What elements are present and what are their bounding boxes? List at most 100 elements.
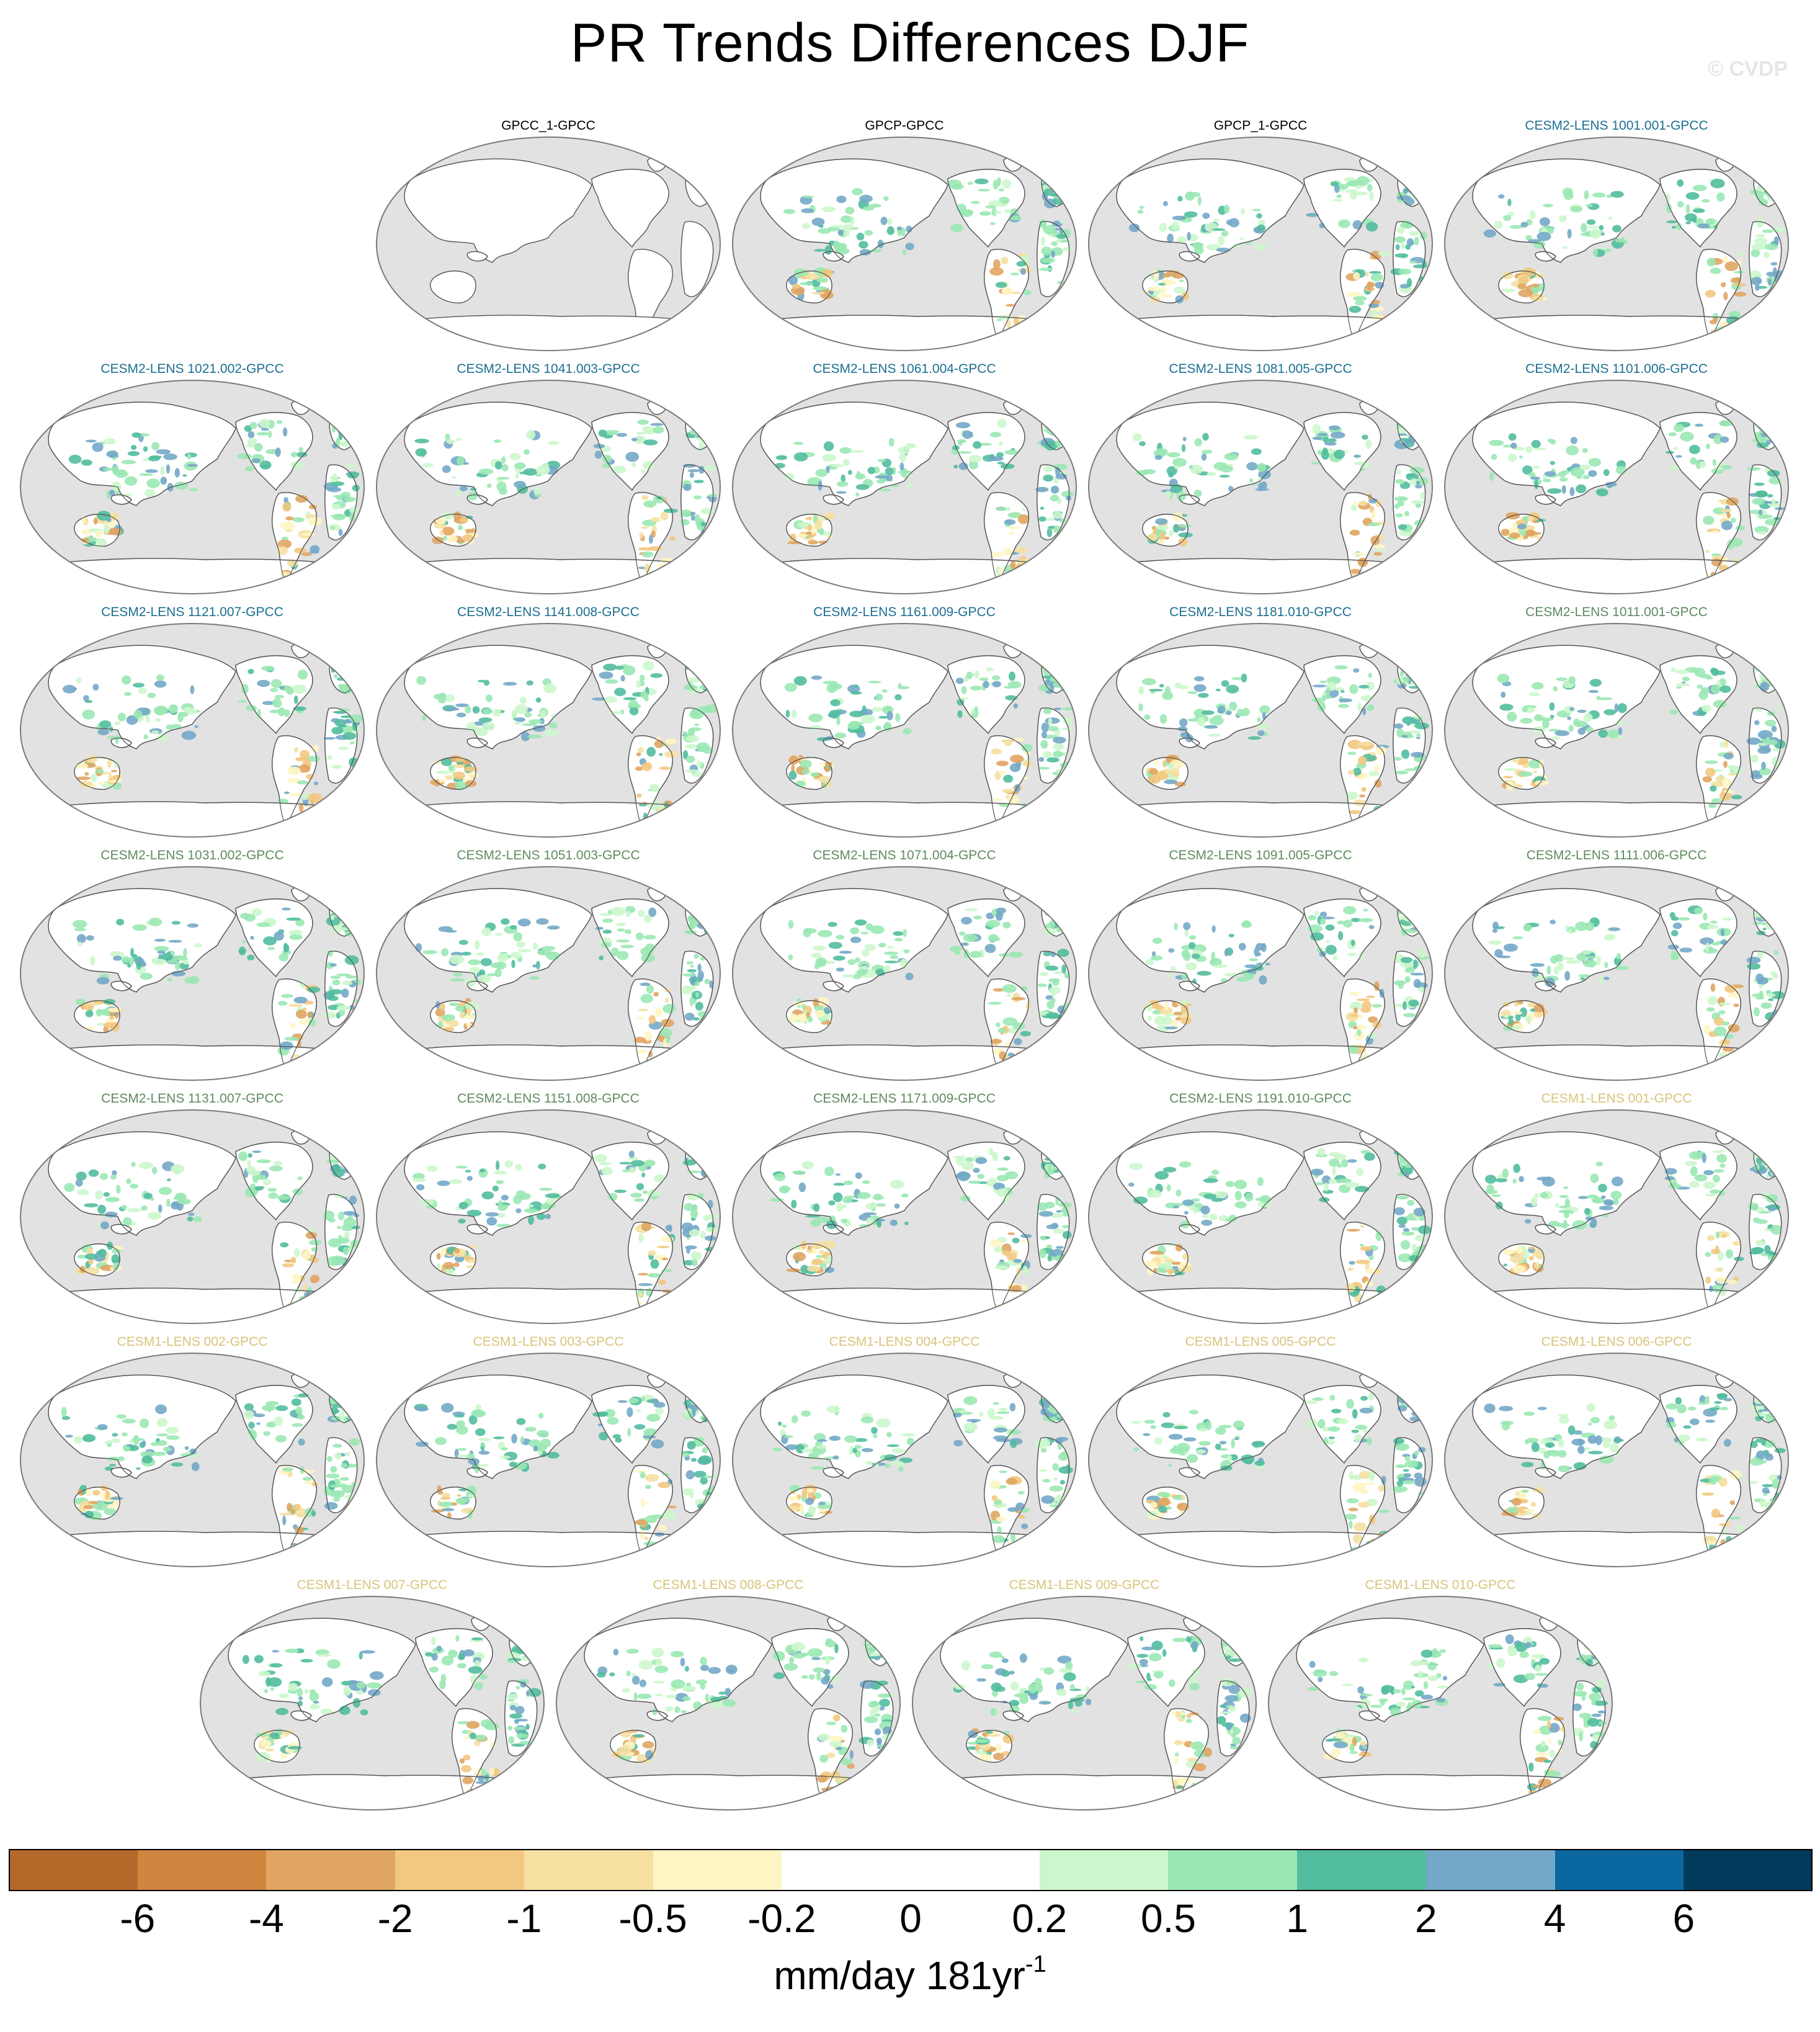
trend-cell — [643, 427, 656, 434]
panel-title: CESM2-LENS 1021.002-GPCC — [100, 362, 284, 376]
trend-cell — [1260, 481, 1267, 490]
trend-cell — [1060, 1016, 1076, 1023]
trend-cell — [145, 469, 158, 473]
trend-cell — [1162, 279, 1176, 286]
trend-cell — [692, 1017, 700, 1021]
trend-cell — [1141, 469, 1156, 475]
trend-cell — [1379, 535, 1384, 542]
trend-cell — [1598, 729, 1608, 738]
trend-cell — [349, 1162, 364, 1172]
trend-cell — [1419, 919, 1424, 924]
trend-cell — [974, 706, 978, 713]
trend-cell — [686, 735, 700, 743]
trend-cell — [1749, 1251, 1760, 1255]
trend-cell — [1705, 550, 1710, 553]
map-border — [1088, 137, 1433, 351]
trend-cell — [481, 927, 491, 936]
trend-cell — [250, 936, 254, 940]
trend-cell — [1363, 1152, 1375, 1161]
trend-cell — [970, 686, 982, 691]
trend-cell — [96, 768, 104, 774]
trend-cell — [275, 447, 281, 457]
trend-cell — [263, 1431, 271, 1436]
map-border — [20, 866, 365, 1081]
trend-cell — [485, 694, 493, 702]
trend-cell — [77, 941, 83, 946]
trend-cell — [1412, 676, 1426, 681]
trend-cell — [350, 432, 359, 441]
trend-cell — [1558, 1209, 1573, 1214]
trend-cell — [147, 1212, 161, 1220]
coastline-namer — [947, 898, 1025, 978]
trend-cell — [1046, 1144, 1051, 1153]
trend-cell — [1007, 1232, 1015, 1235]
trend-cell — [141, 1205, 148, 1211]
trend-cell — [1543, 204, 1553, 208]
trend-cell — [899, 453, 907, 462]
trend-cell — [1678, 917, 1690, 921]
trend-cell — [1365, 1268, 1379, 1274]
trend-cell — [1396, 728, 1404, 738]
trend-cell — [1754, 491, 1768, 498]
trend-cell — [1533, 1003, 1545, 1013]
trend-cell — [330, 514, 345, 517]
trend-cell — [349, 714, 364, 723]
trend-cell — [659, 753, 663, 756]
trend-cell — [1334, 449, 1345, 459]
trend-cell — [649, 784, 659, 792]
trend-cell — [1158, 283, 1166, 286]
trend-cell — [1556, 677, 1568, 681]
trend-cell — [620, 944, 635, 949]
trend-cell — [293, 706, 306, 711]
trend-cell — [1549, 702, 1555, 711]
trend-cell — [788, 954, 793, 960]
trend-cell — [1666, 203, 1672, 213]
trend-cell — [1746, 957, 1761, 964]
trend-cell — [851, 227, 859, 230]
trend-cell — [1759, 656, 1774, 666]
trend-cell — [1350, 939, 1355, 946]
world-map — [1444, 623, 1789, 838]
trend-cell — [1747, 1202, 1759, 1210]
trend-cell — [1217, 236, 1224, 246]
trend-cell — [122, 1432, 128, 1436]
coastline-indo — [110, 980, 132, 991]
trend-cell — [1569, 707, 1575, 711]
trend-cell — [705, 662, 714, 669]
trend-cell — [422, 950, 437, 954]
trend-cell — [1770, 186, 1775, 192]
trend-cell — [687, 1170, 702, 1173]
trend-cell — [1412, 959, 1418, 969]
coastline-namer — [947, 169, 1025, 248]
trend-cell — [707, 494, 718, 498]
panel-title: CESM1-LENS 002-GPCC — [117, 1335, 268, 1349]
trend-cell — [107, 759, 112, 768]
trend-cell — [1407, 929, 1417, 933]
trend-cell — [880, 217, 888, 225]
trend-cell — [350, 686, 357, 689]
trend-cell — [619, 1161, 632, 1165]
trend-cell — [1251, 448, 1262, 455]
trend-cell — [341, 1463, 348, 1468]
trend-cell — [92, 442, 104, 452]
map-panel: CESM2-LENS 1171.009-GPCC — [731, 1091, 1078, 1327]
trend-cell — [1394, 236, 1406, 243]
panel-title: CESM2-LENS 1101.006-GPCC — [1525, 362, 1708, 376]
trend-cell — [1604, 248, 1612, 253]
trend-cell — [1775, 1165, 1784, 1169]
trend-cell — [345, 1157, 358, 1162]
coastline-africa — [1749, 464, 1782, 540]
trend-cell — [1187, 691, 1198, 694]
trend-cell — [1755, 234, 1765, 238]
trend-cell — [1765, 440, 1771, 445]
trend-cell — [1340, 1159, 1349, 1168]
trend-cell — [1757, 904, 1763, 910]
trend-cell — [1531, 439, 1541, 449]
trend-cell — [1012, 1237, 1020, 1243]
trend-cell — [277, 1195, 290, 1200]
trend-cell — [519, 472, 527, 475]
trend-cell — [1564, 970, 1571, 981]
trend-cell — [296, 452, 308, 458]
trend-cell — [1775, 175, 1786, 186]
trend-cell — [617, 951, 629, 960]
